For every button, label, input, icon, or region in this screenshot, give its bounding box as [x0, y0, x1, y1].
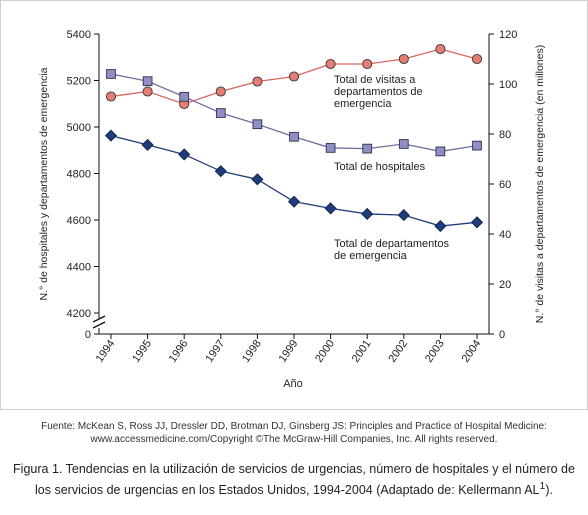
x-tick-label: 1996: [167, 338, 191, 365]
caption-text: Figura 1. Tendencias en la utilización d…: [13, 462, 575, 498]
y-right-tick-label: 20: [499, 279, 511, 291]
x-tick-label: 1994: [94, 338, 118, 365]
axis-break-mark: [92, 321, 106, 329]
point-circle: [288, 71, 300, 82]
point-diamond: [178, 148, 191, 161]
series-layer: [104, 43, 484, 233]
series-annotation: emergencia: [334, 98, 392, 110]
y-left-tick-label: 5000: [67, 122, 91, 134]
y-left-axis-title: N.° de hospitales y departamentos de eme…: [38, 67, 50, 300]
y-right-tick-label: 120: [499, 29, 517, 41]
x-tick-label: 1995: [130, 338, 154, 365]
point-diamond: [141, 138, 154, 151]
point-diamond: [287, 195, 301, 208]
y-left-tick-label: 4200: [67, 308, 91, 320]
series-annotation: Total de visitas a: [334, 74, 416, 86]
point-circle: [252, 76, 263, 87]
point-square: [252, 119, 263, 130]
y-right-tick-label: 100: [499, 79, 517, 91]
chart-svg: 4200 4400 4600 4800 5000 5200 5400 0 0 20 40 60 80 10…: [38, 29, 546, 390]
point-diamond: [251, 173, 264, 186]
x-tick-label: 2002: [386, 338, 410, 365]
x-tick-label: 2004: [460, 338, 484, 365]
point-circle: [362, 58, 373, 70]
y-left-tick-label: 5400: [67, 29, 91, 41]
y-left-tick-label: 0: [85, 329, 91, 341]
point-square: [472, 140, 482, 151]
point-square: [325, 143, 336, 153]
axes-layer: [92, 33, 494, 339]
x-tick-label: 1997: [203, 338, 227, 365]
point-circle: [398, 53, 409, 65]
point-circle: [435, 43, 446, 55]
point-square: [106, 69, 116, 79]
point-diamond: [324, 202, 337, 215]
series-1: [106, 69, 482, 157]
y-right-tick-label: 80: [499, 129, 511, 141]
point-square: [289, 131, 299, 142]
series-annotation: departamentos de: [334, 86, 423, 98]
point-diamond: [361, 207, 374, 221]
series-annotation: de emergencia: [334, 250, 408, 262]
point-diamond: [104, 129, 118, 142]
x-tick-label: 1998: [240, 338, 264, 365]
y-right-tick-label: 40: [499, 229, 511, 241]
point-square: [142, 76, 153, 87]
series-annotation: Total de departamentos: [334, 238, 449, 250]
x-axis-title: Año: [283, 378, 303, 390]
y-left-tick-label: 5200: [67, 76, 91, 88]
point-square: [215, 108, 226, 118]
point-circle: [325, 58, 336, 70]
point-circle: [142, 86, 153, 97]
point-circle: [471, 53, 483, 65]
point-circle: [105, 91, 117, 102]
point-diamond: [214, 165, 227, 178]
series-annotation: Total de hospitales: [334, 161, 426, 173]
series-line: [110, 134, 478, 227]
point-diamond: [470, 216, 484, 229]
y-right-axis-title: N.° de visitas a departamentos de emerge…: [534, 45, 546, 324]
y-left-tick-label: 4400: [67, 262, 91, 274]
x-tick-label: 1999: [277, 338, 301, 365]
caption-end: ).: [545, 483, 553, 498]
y-right-tick-label: 60: [499, 179, 511, 191]
x-tick-label: 2000: [313, 338, 337, 365]
y-right-tick-label: 0: [499, 329, 505, 341]
labels-layer: 4200 4400 4600 4800 5000 5200 5400 0 0 20 40 60 80 10…: [38, 29, 546, 390]
chart-frame: 4200 4400 4600 4800 5000 5200 5400 0 0 20 40 60 80 10…: [0, 0, 588, 410]
point-square: [398, 139, 409, 149]
point-square: [179, 91, 190, 102]
point-circle: [215, 86, 226, 97]
point-square: [362, 143, 373, 154]
figure-caption: Figura 1. Tendencias en la utilización d…: [10, 461, 578, 499]
caption-superscript: 1: [539, 481, 546, 492]
series-2: [104, 129, 484, 233]
point-diamond: [434, 219, 447, 233]
axis-break-mark: [92, 315, 106, 323]
x-tick-label: 2001: [350, 338, 374, 365]
source-note: Fuente: McKean S, Ross JJ, Dressler DD, …: [41, 421, 547, 445]
x-tick-label: 2003: [423, 338, 447, 365]
y-left-tick-label: 4600: [67, 215, 91, 227]
point-diamond: [397, 209, 410, 222]
y-left-tick-label: 4800: [67, 169, 91, 181]
point-square: [435, 146, 446, 157]
series-0: [105, 43, 483, 110]
